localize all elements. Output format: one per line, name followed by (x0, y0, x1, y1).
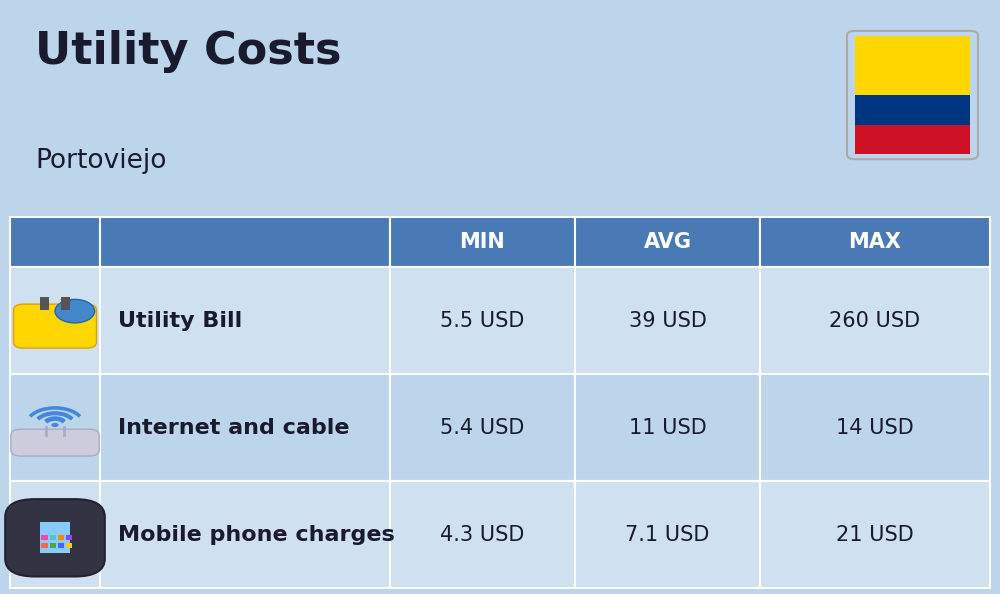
Bar (40, 522, 70, 554)
Text: 4.3 USD: 4.3 USD (440, 525, 525, 545)
Bar (760, 267, 990, 374)
FancyBboxPatch shape (11, 429, 99, 456)
Bar (61, 296, 70, 310)
Bar (855, 125, 970, 154)
Bar (100, 267, 390, 374)
Bar (390, 267, 575, 374)
Text: 14 USD: 14 USD (836, 418, 914, 438)
Bar (58, 543, 64, 548)
Text: 7.1 USD: 7.1 USD (625, 525, 710, 545)
Bar (575, 267, 760, 374)
Text: 11 USD: 11 USD (629, 418, 706, 438)
Bar (760, 374, 990, 481)
Bar (760, 217, 990, 267)
Text: 39 USD: 39 USD (629, 311, 706, 331)
Bar (760, 481, 990, 588)
Bar (50, 543, 56, 548)
FancyBboxPatch shape (13, 304, 96, 348)
Text: Portoviejo: Portoviejo (35, 148, 166, 175)
FancyBboxPatch shape (5, 499, 105, 576)
Bar (10, 267, 100, 374)
Bar (10, 374, 100, 481)
Bar (41, 535, 48, 540)
Bar (855, 95, 970, 125)
Circle shape (51, 423, 59, 427)
Bar (41, 543, 48, 548)
Bar (100, 481, 390, 588)
Bar (66, 535, 72, 540)
Bar (50, 535, 56, 540)
Text: Internet and cable: Internet and cable (118, 418, 350, 438)
Bar (390, 481, 575, 588)
Text: AVG: AVG (644, 232, 692, 252)
Bar (575, 481, 760, 588)
Text: 260 USD: 260 USD (829, 311, 921, 331)
Text: MIN: MIN (460, 232, 505, 252)
Text: 5.5 USD: 5.5 USD (440, 311, 525, 331)
Bar (100, 217, 390, 267)
Text: 5.4 USD: 5.4 USD (440, 418, 525, 438)
Text: Utility Bill: Utility Bill (118, 311, 242, 331)
Bar (40, 296, 49, 310)
Text: 21 USD: 21 USD (836, 525, 914, 545)
Bar (575, 374, 760, 481)
Bar (58, 535, 64, 540)
Bar (100, 374, 390, 481)
Text: Utility Costs: Utility Costs (35, 30, 342, 72)
Bar (66, 543, 72, 548)
Bar (390, 374, 575, 481)
Bar (575, 217, 760, 267)
Bar (390, 217, 575, 267)
Text: MAX: MAX (848, 232, 902, 252)
Bar (10, 217, 100, 267)
Bar (10, 481, 100, 588)
Bar (855, 36, 970, 95)
Circle shape (55, 299, 95, 323)
Text: Mobile phone charges: Mobile phone charges (118, 525, 395, 545)
